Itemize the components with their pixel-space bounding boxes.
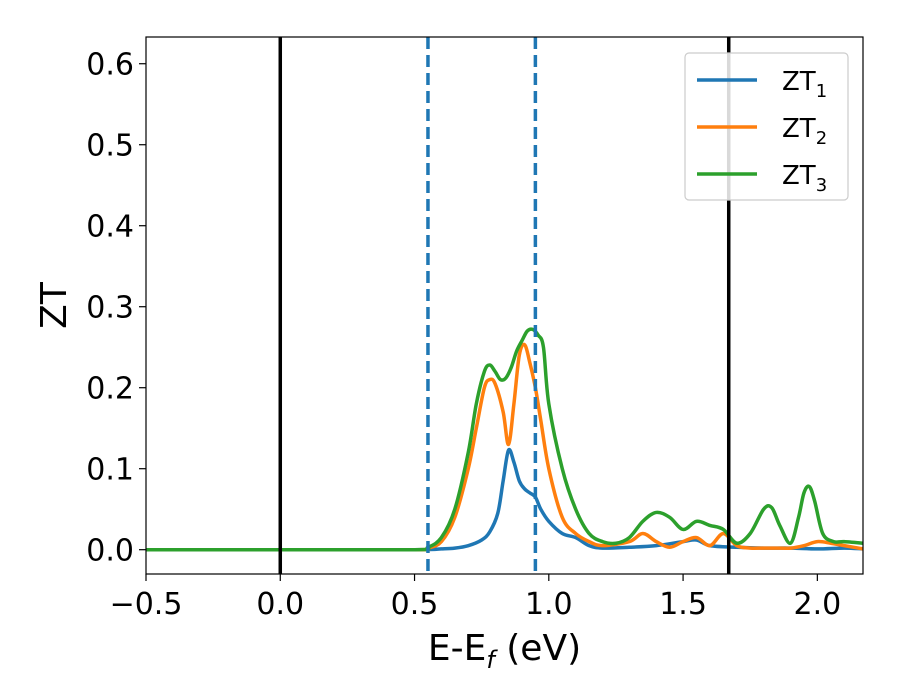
y-tick-label: 0.5 (86, 129, 134, 164)
y-tick-label: 0.6 (86, 48, 134, 83)
x-axis-label: E-Ef (eV) (428, 628, 581, 674)
y-tick-label: 0.3 (86, 291, 134, 326)
legend-label-zt2: ZT2 (782, 114, 827, 149)
series-line-zt2 (146, 342, 863, 552)
plot-area-frame (145, 36, 864, 575)
legend-label-zt3: ZT3 (782, 161, 827, 196)
y-tick-label: 0.2 (86, 372, 134, 407)
y-tick-label: 0.4 (86, 210, 134, 245)
series-line-zt1 (146, 447, 863, 552)
x-tick-label: 0.5 (391, 587, 439, 622)
y-axis-label: ZT (34, 281, 75, 329)
legend-box (684, 52, 849, 201)
x-tick-label: 0.0 (256, 587, 304, 622)
x-tick-label: 1.5 (659, 587, 707, 622)
y-tick-label: 0.0 (86, 534, 134, 569)
x-tick-label: 2.0 (793, 587, 841, 622)
x-tick-label: 1.0 (525, 587, 573, 622)
x-tick-label: −0.5 (110, 587, 183, 622)
legend-label-zt1: ZT1 (782, 67, 827, 102)
series-line-zt3 (146, 327, 863, 552)
y-tick-label: 0.1 (86, 453, 134, 488)
